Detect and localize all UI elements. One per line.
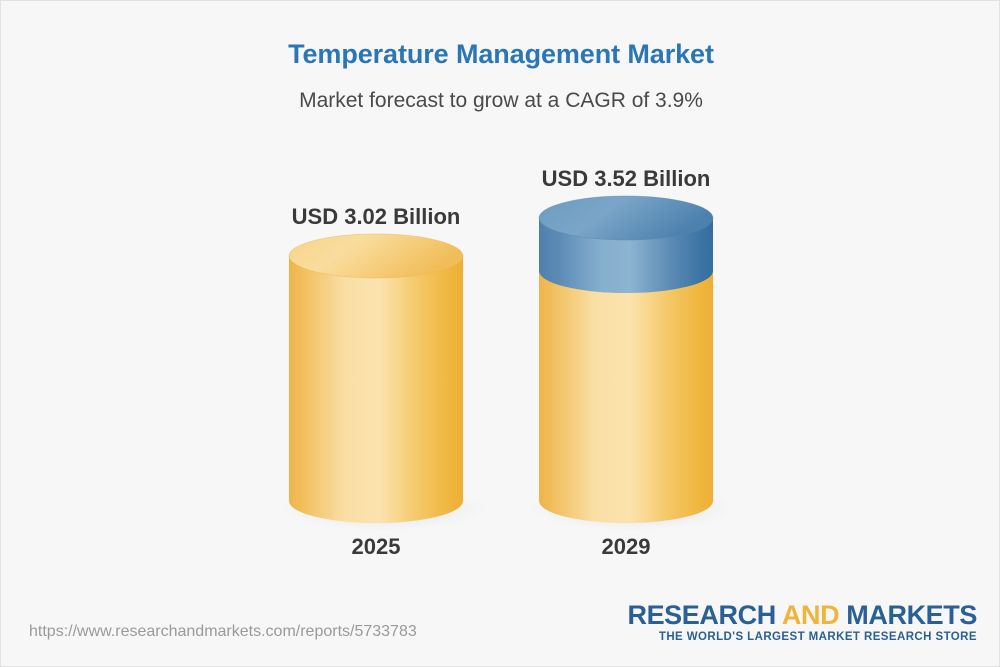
page-title: Temperature Management Market (288, 39, 714, 69)
source-url[interactable]: https://www.researchandmarkets.com/repor… (29, 623, 417, 640)
research-and-markets-logo[interactable]: RESEARCH AND MARKETS THE WORLD'S LARGEST… (627, 601, 977, 644)
page-subtitle: Market forecast to grow at a CAGR of 3.9… (299, 89, 703, 112)
value-label-2025: USD 3.02 Billion (291, 204, 461, 229)
logo-word-markets: MARKETS (846, 600, 977, 630)
bar-2029 (530, 195, 738, 531)
logo-word-research: RESEARCH (627, 600, 782, 630)
logo-tagline: THE WORLD'S LARGEST MARKET RESEARCH STOR… (658, 631, 977, 644)
logo-word-and: AND (781, 600, 847, 630)
category-label-2029: 2029 (601, 534, 651, 559)
logo-wordmark: RESEARCH AND MARKETS (627, 601, 977, 629)
value-label-2029: USD 3.52 Billion (541, 166, 711, 191)
bar-2025 (280, 233, 488, 531)
category-label-2025: 2025 (351, 534, 401, 559)
